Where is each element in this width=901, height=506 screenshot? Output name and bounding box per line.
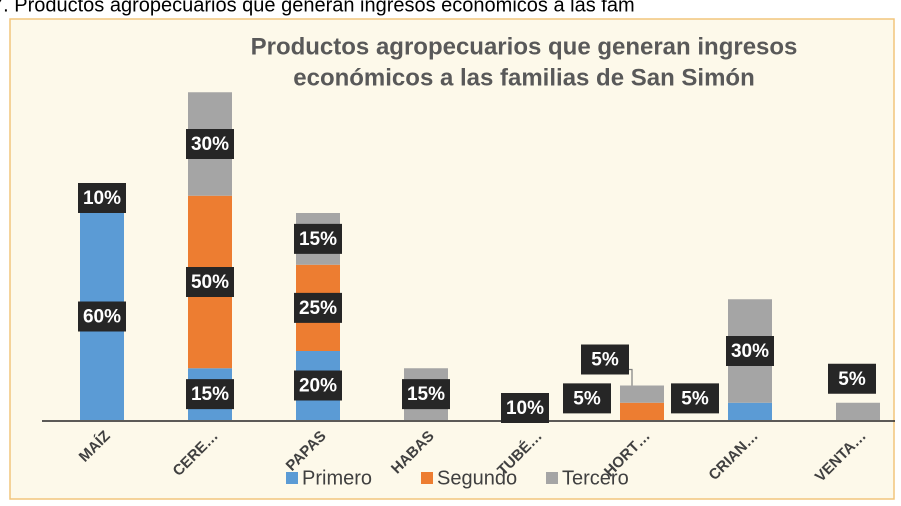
- data-label-bg: [186, 267, 234, 297]
- legend-swatch: [546, 472, 558, 484]
- leader-line: [629, 368, 633, 386]
- chart-title: económicos a las familias de San Simón: [293, 64, 755, 91]
- data-label-bg: [828, 363, 876, 394]
- data-label: 5%: [838, 369, 866, 390]
- annotation-bg: [78, 183, 126, 213]
- legend-swatch: [421, 472, 433, 484]
- legend-label: Segundo: [437, 467, 517, 489]
- data-label-bg: [78, 301, 126, 332]
- data-label-bg: [186, 379, 234, 410]
- data-label: 5%: [591, 350, 619, 371]
- data-label-bg: [671, 383, 719, 414]
- annotation: 10%: [506, 398, 544, 419]
- legend-label: Primero: [302, 467, 372, 489]
- data-label: 5%: [681, 388, 709, 409]
- data-label: 15%: [299, 229, 337, 250]
- data-label: 20%: [299, 376, 337, 397]
- data-label-bg: [402, 379, 450, 410]
- data-label: 50%: [191, 272, 229, 293]
- data-label-bg: [563, 383, 611, 414]
- data-label: 5%: [573, 388, 601, 409]
- data-label-bg: [294, 292, 342, 323]
- data-label-bg: [294, 223, 342, 254]
- legend-swatch: [286, 472, 298, 484]
- data-label-bg: [186, 129, 234, 159]
- data-label: 60%: [83, 307, 121, 328]
- data-label-bg: [581, 344, 629, 375]
- data-label: 15%: [191, 384, 229, 405]
- chart-title: Productos agropecuarios que generan ingr…: [251, 33, 798, 60]
- legend-label: Tercero: [562, 467, 629, 489]
- data-label: 30%: [731, 341, 769, 362]
- bar-segment: [620, 385, 664, 403]
- data-label-bg: [294, 370, 342, 401]
- data-label: 25%: [299, 298, 337, 319]
- annotation: 10%: [83, 188, 121, 209]
- bar-segment: [728, 402, 772, 420]
- data-label-bg: [726, 336, 774, 366]
- data-label: 15%: [407, 384, 445, 405]
- annotation-bg: [501, 393, 549, 423]
- bar-segment: [620, 402, 664, 420]
- caption: 7. Productos agropecuarios que generan i…: [0, 0, 635, 16]
- data-label: 30%: [191, 134, 229, 155]
- bar-segment: [836, 402, 880, 420]
